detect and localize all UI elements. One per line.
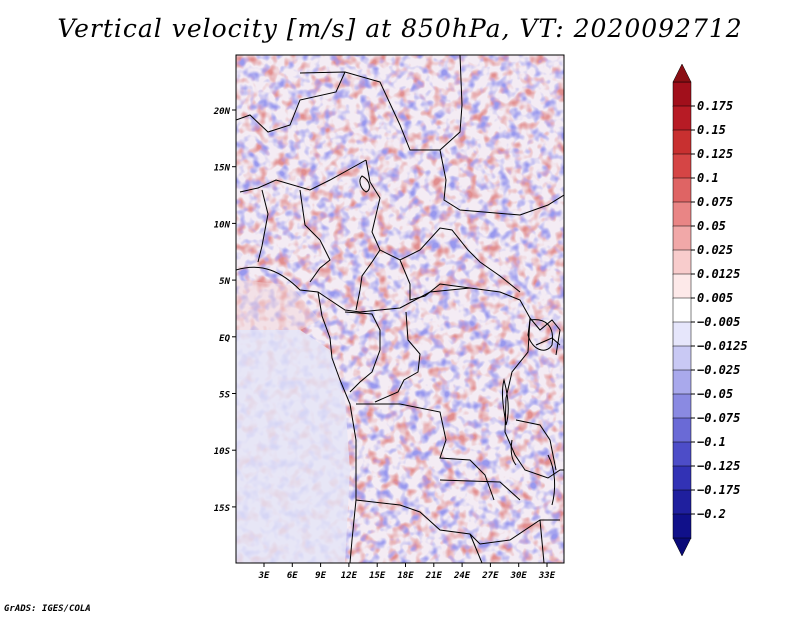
- colorbar-segment: [672, 297, 692, 323]
- map-frame: [235, 54, 565, 564]
- colorbar-segment: [672, 129, 692, 155]
- colorbar-label: −0.125: [697, 459, 740, 473]
- colorbar-segment: [672, 321, 692, 347]
- colorbar-segment: [672, 345, 692, 371]
- colorbar-segment: [672, 177, 692, 203]
- lon-label: 21E: [425, 571, 443, 581]
- lat-label: EQ: [219, 334, 230, 344]
- colorbar-label: 0.125: [697, 147, 733, 161]
- colorbar-segment: [672, 201, 692, 227]
- longitude-axis: 3E 6E 9E 12E 15E 18E 21E 24E 27E 30E 33E: [258, 563, 556, 581]
- colorbar-label: −0.0125: [697, 339, 748, 353]
- colorbar-max-arrow: [672, 63, 692, 83]
- colorbar-label: −0.025: [697, 363, 740, 377]
- country-borders: [236, 55, 564, 563]
- latitude-axis: 20N 15N 10N 5N EQ 5S 10S 15S: [213, 107, 236, 514]
- lon-label: 27E: [481, 571, 499, 581]
- colorbar-segment: [672, 81, 692, 107]
- colorbar-segment: [672, 249, 692, 275]
- colorbar-segment: [672, 105, 692, 131]
- lon-label: 15E: [369, 571, 386, 581]
- colorbar-label: 0.15: [697, 123, 726, 137]
- colorbar-segment: [672, 417, 692, 443]
- colorbar-segment: [672, 273, 692, 299]
- colorbar-label: −0.075: [697, 411, 740, 425]
- colorbar-segment: [672, 441, 692, 467]
- lat-label: 10S: [214, 447, 231, 457]
- colorbar-label: 0.005: [697, 291, 733, 305]
- colorbar-label: −0.05: [697, 387, 733, 401]
- colorbar-label: 0.1: [697, 171, 719, 185]
- colorbar-segment: [672, 369, 692, 395]
- colorbar-segment: [672, 225, 692, 251]
- lon-label: 12E: [341, 571, 358, 581]
- colorbar-segment: [672, 153, 692, 179]
- lat-label: 5N: [219, 277, 230, 287]
- colorbar-segment: [672, 489, 692, 515]
- colorbar-segment: [672, 393, 692, 419]
- lon-label: 33E: [538, 571, 556, 581]
- colorbar-label: −0.2: [697, 507, 726, 521]
- colorbar-label: 0.175: [697, 99, 733, 113]
- chart-title: Vertical velocity [m/s] at 850hPa, VT: 2…: [57, 14, 743, 43]
- lon-label: 24E: [453, 571, 471, 581]
- lakes: [359, 175, 556, 506]
- lat-label: 15S: [214, 504, 231, 514]
- lon-label: 6E: [287, 571, 298, 581]
- colorbar-segment: [672, 513, 692, 539]
- lat-label: 20N: [213, 107, 231, 117]
- lon-label: 9E: [315, 571, 326, 581]
- colorbar-segment: [672, 465, 692, 491]
- lon-label: 3E: [258, 571, 270, 581]
- field-layer: [236, 55, 564, 563]
- credit-text: GrADS: IGES/COLA: [4, 604, 91, 614]
- colorbar-label: 0.0125: [697, 267, 740, 281]
- colorbar-label: −0.005: [697, 315, 740, 329]
- lat-label: 15N: [214, 164, 231, 174]
- lon-label: 18E: [397, 571, 414, 581]
- lat-label: 10N: [214, 220, 231, 230]
- colorbar: 0.175 0.15 0.125 0.1 0.075 0.05 0.025 0.0125 0.0…: [672, 63, 748, 557]
- colorbar-label: 0.025: [697, 243, 733, 257]
- colorbar-label: −0.175: [697, 483, 740, 497]
- lat-label: 5S: [219, 391, 230, 401]
- colorbar-label: −0.1: [697, 435, 726, 449]
- colorbar-label: 0.075: [697, 195, 733, 209]
- colorbar-min-arrow: [672, 537, 692, 557]
- lon-label: 30E: [510, 571, 528, 581]
- colorbar-label: 0.05: [697, 219, 726, 233]
